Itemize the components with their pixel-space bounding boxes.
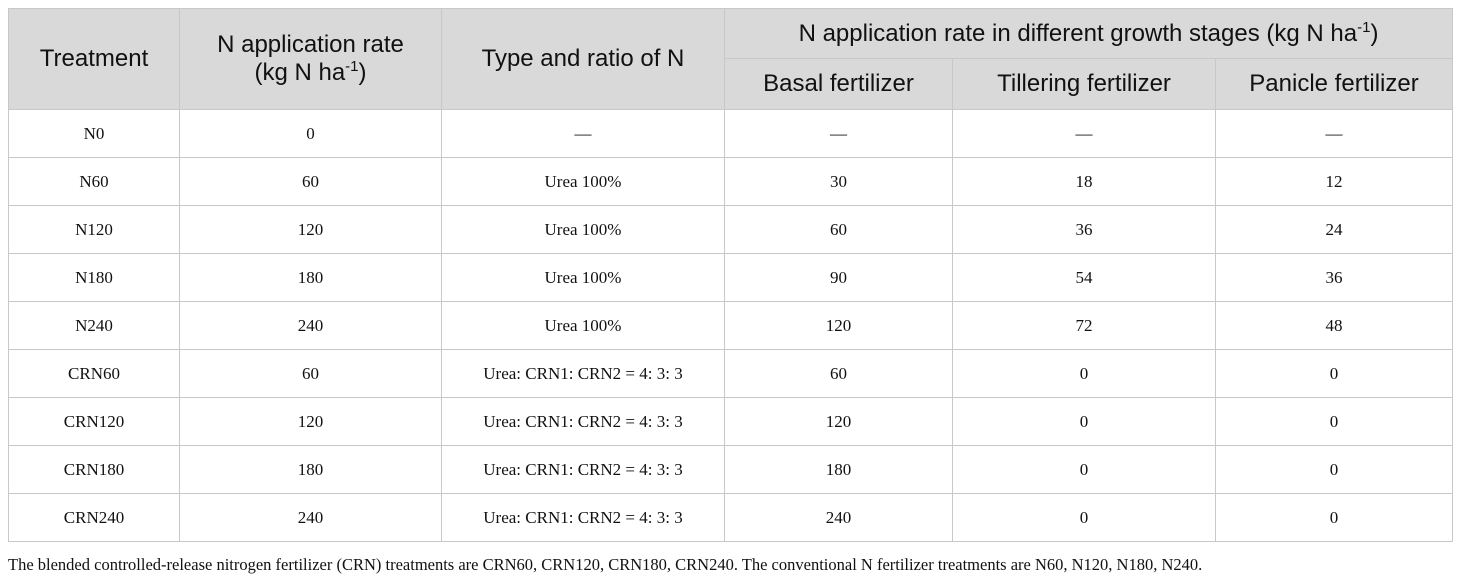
header-basal-fertilizer: Basal fertilizer — [724, 58, 953, 110]
cell-treatment: CRN120 — [8, 397, 180, 446]
header-growth-stages: N application rate in different growth s… — [724, 8, 1453, 59]
cell-tillering: 36 — [952, 205, 1216, 254]
table-row: CRN60 60 Urea: CRN1: CRN2 = 4: 3: 3 60 0… — [8, 349, 1453, 398]
cell-type: Urea 100% — [441, 205, 725, 254]
table-row: CRN180 180 Urea: CRN1: CRN2 = 4: 3: 3 18… — [8, 445, 1453, 494]
cell-treatment: N120 — [8, 205, 180, 254]
cell-rate: 180 — [179, 445, 442, 494]
table-row: CRN240 240 Urea: CRN1: CRN2 = 4: 3: 3 24… — [8, 493, 1453, 542]
cell-tillering: 0 — [952, 397, 1216, 446]
cell-basal: 60 — [724, 349, 953, 398]
cell-basal: 120 — [724, 397, 953, 446]
cell-tillering: 54 — [952, 253, 1216, 302]
cell-basal: — — [724, 109, 953, 158]
cell-panicle: 12 — [1215, 157, 1453, 206]
table-row: N120 120 Urea 100% 60 36 24 — [8, 205, 1453, 254]
cell-tillering: 0 — [952, 493, 1216, 542]
table-row: N180 180 Urea 100% 90 54 36 — [8, 253, 1453, 302]
table-row: N240 240 Urea 100% 120 72 48 — [8, 301, 1453, 350]
cell-basal: 120 — [724, 301, 953, 350]
cell-treatment: CRN180 — [8, 445, 180, 494]
cell-panicle: — — [1215, 109, 1453, 158]
cell-type: Urea: CRN1: CRN2 = 4: 3: 3 — [441, 349, 725, 398]
cell-panicle: 48 — [1215, 301, 1453, 350]
cell-treatment: CRN240 — [8, 493, 180, 542]
table-container: Treatment N application rate (kg N ha-1)… — [8, 8, 1453, 542]
cell-type: Urea 100% — [441, 157, 725, 206]
header-type-and-ratio: Type and ratio of N — [441, 8, 725, 110]
cell-panicle: 0 — [1215, 445, 1453, 494]
cell-panicle: 36 — [1215, 253, 1453, 302]
cell-type: Urea: CRN1: CRN2 = 4: 3: 3 — [441, 493, 725, 542]
table-row: CRN120 120 Urea: CRN1: CRN2 = 4: 3: 3 12… — [8, 397, 1453, 446]
cell-panicle: 24 — [1215, 205, 1453, 254]
cell-basal: 60 — [724, 205, 953, 254]
table-footnote: The blended controlled-release nitrogen … — [8, 555, 1203, 574]
cell-treatment: N180 — [8, 253, 180, 302]
table-row: N60 60 Urea 100% 30 18 12 — [8, 157, 1453, 206]
header-treatment: Treatment — [8, 8, 180, 110]
cell-rate: 240 — [179, 301, 442, 350]
cell-type: Urea 100% — [441, 301, 725, 350]
cell-basal: 240 — [724, 493, 953, 542]
cell-panicle: 0 — [1215, 493, 1453, 542]
cell-rate: 180 — [179, 253, 442, 302]
cell-type: — — [441, 109, 725, 158]
cell-rate: 120 — [179, 397, 442, 446]
cell-treatment: N0 — [8, 109, 180, 158]
cell-treatment: N240 — [8, 301, 180, 350]
header-tillering-fertilizer: Tillering fertilizer — [952, 58, 1216, 110]
table-row: N0 0 — — — — — [8, 109, 1453, 158]
header-panicle-fertilizer: Panicle fertilizer — [1215, 58, 1453, 110]
cell-type: Urea: CRN1: CRN2 = 4: 3: 3 — [441, 445, 725, 494]
cell-basal: 30 — [724, 157, 953, 206]
header-n-application-rate: N application rate (kg N ha-1) — [179, 8, 442, 110]
cell-rate: 0 — [179, 109, 442, 158]
fertilizer-treatment-table: Treatment N application rate (kg N ha-1)… — [8, 8, 1453, 542]
header-rate-unit: (kg N ha-1) — [254, 58, 367, 86]
cell-tillering: 72 — [952, 301, 1216, 350]
cell-panicle: 0 — [1215, 397, 1453, 446]
cell-basal: 90 — [724, 253, 953, 302]
header-rate-main: N application rate — [217, 31, 404, 58]
cell-type: Urea: CRN1: CRN2 = 4: 3: 3 — [441, 397, 725, 446]
cell-tillering: — — [952, 109, 1216, 158]
cell-panicle: 0 — [1215, 349, 1453, 398]
cell-treatment: N60 — [8, 157, 180, 206]
cell-rate: 120 — [179, 205, 442, 254]
cell-tillering: 0 — [952, 349, 1216, 398]
cell-treatment: CRN60 — [8, 349, 180, 398]
cell-basal: 180 — [724, 445, 953, 494]
cell-rate: 60 — [179, 157, 442, 206]
cell-type: Urea 100% — [441, 253, 725, 302]
cell-tillering: 0 — [952, 445, 1216, 494]
cell-rate: 60 — [179, 349, 442, 398]
cell-tillering: 18 — [952, 157, 1216, 206]
cell-rate: 240 — [179, 493, 442, 542]
